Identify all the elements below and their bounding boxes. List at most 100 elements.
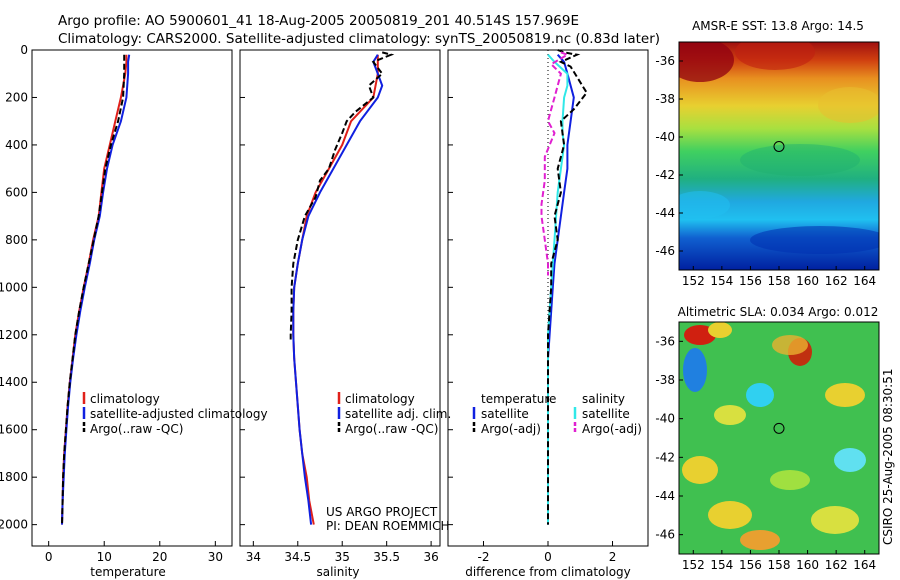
map-x-tick-label: 156 — [739, 274, 762, 288]
sst-map-panel: AMSR-E SST: 13.8 Argo: 14.5 152 154 156 158… — [655, 19, 880, 288]
y-tick-label: 1000 — [0, 280, 28, 294]
y-tick-label: 1600 — [0, 423, 28, 437]
temperature-axes-box — [31, 49, 233, 547]
series-line-blue — [292, 54, 384, 525]
series-line-red — [61, 54, 128, 525]
temperature-panel: temperature climatology satellite-adjust… — [0, 43, 268, 579]
x-tick-label: 2 — [609, 550, 617, 564]
sla-patch — [746, 383, 774, 407]
sla-patch — [825, 383, 865, 407]
sst-warm-patch — [679, 42, 734, 82]
series-line-black — [547, 49, 588, 525]
x-tick-label: 35 — [335, 550, 350, 564]
x-tick-label: 30 — [208, 550, 223, 564]
map-y-tick-label: -36 — [655, 54, 675, 68]
sla-patch — [834, 448, 866, 472]
sla-map-title: Altimetric SLA: 0.034 Argo: 0.012 — [678, 305, 879, 319]
sla-patch — [682, 456, 718, 484]
map-y-tick-label: -42 — [655, 168, 675, 182]
x-tick-label: 20 — [152, 550, 167, 564]
map-x-tick-label: 160 — [796, 274, 819, 288]
y-tick-label: 200 — [5, 90, 28, 104]
salinity-legend: climatology satellite adj. clim. Argo(..… — [337, 392, 451, 436]
x-tick-label: -2 — [477, 550, 489, 564]
sst-map-title: AMSR-E SST: 13.8 Argo: 14.5 — [692, 19, 864, 33]
temperature-legend: climatology satellite-adjusted climatolo… — [82, 392, 268, 436]
map-y-tick-label: -40 — [655, 130, 675, 144]
y-tick-label: 800 — [5, 233, 28, 247]
sst-blue-patch — [750, 226, 879, 254]
sst-green-patch — [740, 144, 860, 176]
legend-label-climatology: climatology — [90, 392, 160, 406]
sla-field — [679, 322, 879, 554]
difference-xlabel: difference from climatology — [465, 565, 631, 579]
legend-label-argo: Argo(..raw -QC) — [90, 422, 183, 436]
series-line-red — [292, 54, 379, 525]
legend-title-temperature: temperature — [481, 392, 556, 406]
legend-label-argo: Argo(..raw -QC) — [345, 422, 438, 436]
sst-yellow-patch — [818, 87, 879, 123]
map-y-tick-label: -38 — [655, 373, 675, 387]
map-x-tick-label: 152 — [682, 274, 705, 288]
x-tick-label: 34 — [246, 550, 261, 564]
y-tick-label: 600 — [5, 185, 28, 199]
x-tick-label: 36 — [423, 550, 438, 564]
sla-patch — [772, 335, 808, 355]
map-y-tick-label: -40 — [655, 412, 675, 426]
map-x-tick-label: 154 — [710, 274, 733, 288]
map-y-tick-label: -46 — [655, 244, 675, 258]
y-tick-label: 2000 — [0, 518, 28, 532]
map-y-tick-label: -44 — [655, 489, 675, 503]
series-line-magenta — [540, 51, 570, 276]
map-x-tick-label: 164 — [853, 558, 876, 572]
csiro-timestamp: CSIRO 25-Aug-2005 08:30:51 — [881, 369, 895, 545]
legend-label-sal-satellite: satellite — [582, 407, 630, 421]
x-tick-label: 34.5 — [284, 550, 311, 564]
map-x-tick-label: 158 — [768, 558, 791, 572]
map-x-tick-label: 158 — [768, 274, 791, 288]
x-tick-label: 0 — [544, 550, 552, 564]
sst-cyan-patch — [679, 191, 730, 219]
salinity-panel: salinity climatology satellite adj. clim… — [239, 49, 451, 579]
map-y-tick-label: -46 — [655, 528, 675, 542]
sst-field — [679, 42, 879, 270]
sst-warm-patch — [735, 42, 815, 70]
series-line-blue — [61, 54, 131, 525]
difference-panel: difference from climatology temperature … — [447, 49, 649, 579]
temperature-xlabel: temperature — [90, 565, 165, 579]
map-y-tick-label: -36 — [655, 334, 675, 348]
y-tick-label: 1400 — [0, 375, 28, 389]
x-tick-label: 0 — [45, 550, 53, 564]
map-x-tick-label: 156 — [739, 558, 762, 572]
x-tick-label: 35.5 — [373, 550, 400, 564]
legend-label-satellite: satellite-adjusted climatology — [90, 407, 268, 421]
pi-credit: PI: DEAN ROEMMICH — [326, 519, 449, 533]
map-y-tick-label: -42 — [655, 450, 675, 464]
sla-patch — [811, 506, 859, 534]
map-y-tick-label: -38 — [655, 92, 675, 106]
header-line-2: Climatology: CARS2000. Satellite-adjuste… — [58, 31, 660, 47]
legend-label-temp-argo: Argo(-adj) — [481, 422, 541, 436]
sla-patch — [708, 501, 752, 529]
series-line-black — [289, 51, 395, 340]
legend-label-temp-satellite: satellite — [481, 407, 529, 421]
sla-map-panel: Altimetric SLA: 0.034 Argo: 0.012 152 154 — [655, 305, 880, 572]
header-line-1: Argo profile: AO 5900601_41 18-Aug-2005 … — [58, 13, 579, 29]
legend-title-salinity: salinity — [582, 392, 625, 406]
map-x-tick-label: 160 — [796, 558, 819, 572]
y-tick-label: 1800 — [0, 470, 28, 484]
map-x-tick-label: 162 — [825, 274, 848, 288]
map-x-tick-label: 162 — [825, 558, 848, 572]
sla-patch — [708, 322, 732, 338]
sla-patch — [770, 470, 810, 490]
y-tick-label: 1200 — [0, 328, 28, 342]
argo-location-marker — [773, 422, 785, 434]
difference-legend: temperature satellite Argo(-adj) salinit… — [472, 392, 642, 436]
map-x-tick-label: 152 — [682, 558, 705, 572]
legend-label-climatology: climatology — [345, 392, 415, 406]
sla-patch — [714, 405, 746, 425]
salinity-xlabel: salinity — [316, 565, 359, 579]
legend-label-sal-argo: Argo(-adj) — [582, 422, 642, 436]
